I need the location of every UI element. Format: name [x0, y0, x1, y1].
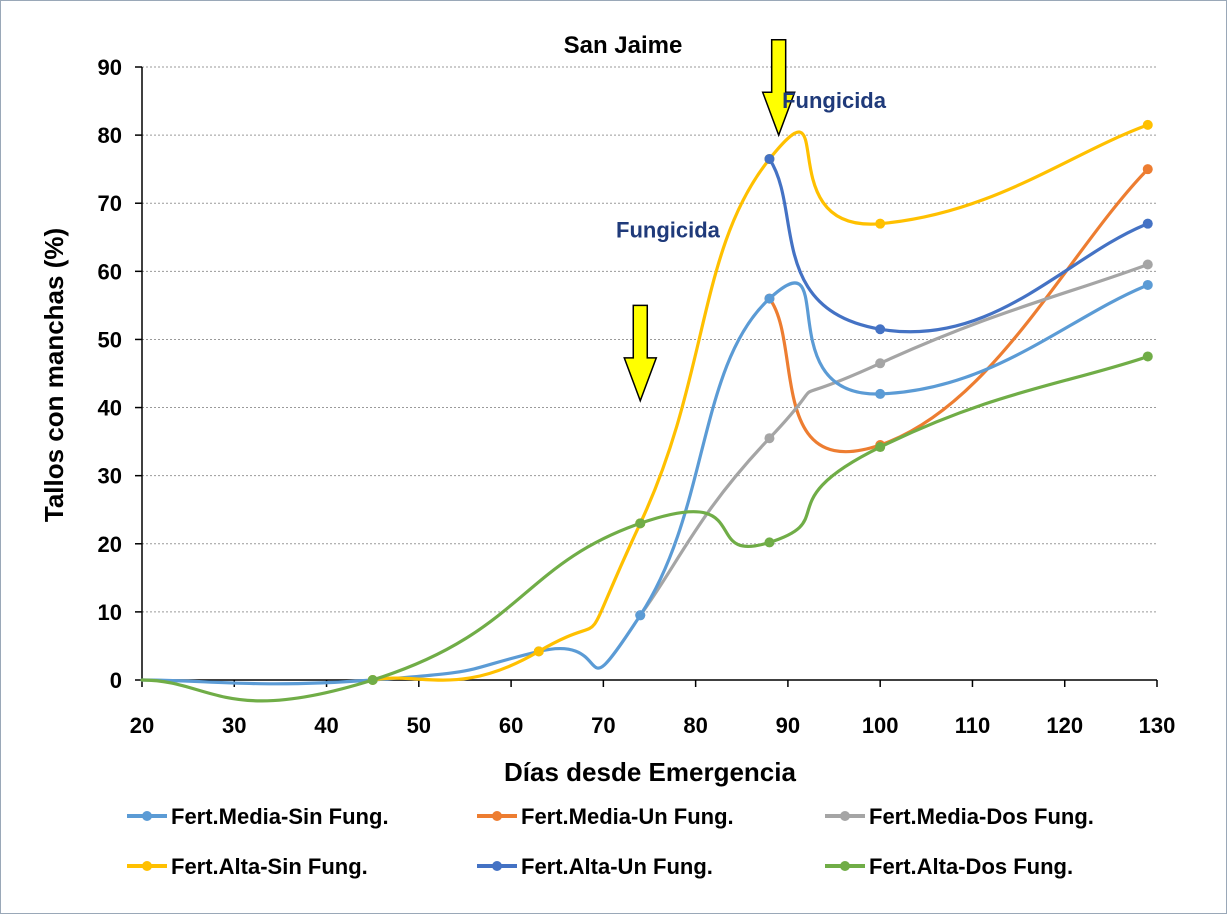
y-tick-label: 20 — [98, 532, 122, 557]
x-tick-label: 130 — [1139, 713, 1176, 738]
legend-label: Fert.Alta-Sin Fung. — [171, 854, 368, 879]
annotations: Fungicida Fungicida — [616, 39, 887, 403]
legend-marker — [492, 811, 502, 821]
x-tick-label: 100 — [862, 713, 899, 738]
data-point — [875, 324, 886, 335]
y-tick-label: 50 — [98, 327, 122, 352]
data-point — [635, 518, 646, 529]
x-tick-label: 40 — [314, 713, 338, 738]
data-point — [1142, 218, 1153, 229]
data-point — [764, 153, 775, 164]
x-tick-label: 80 — [683, 713, 707, 738]
x-tick-label: 110 — [955, 713, 991, 738]
legend-marker — [142, 861, 152, 871]
data-point — [875, 388, 886, 399]
legend-label: Fert.Media-Dos Fung. — [869, 804, 1094, 829]
y-tick-label: 30 — [98, 464, 122, 489]
data-point — [764, 433, 775, 444]
chart-title: San Jaime — [564, 32, 683, 59]
x-tick-labels: 20 30 40 50 60 70 80 90 100 110 120 130 — [130, 713, 1176, 738]
axes — [135, 66, 1158, 687]
y-tick-label: 70 — [98, 191, 122, 216]
y-tick-label: 10 — [98, 600, 122, 625]
series-line-fert-media-dos-fung — [638, 262, 1150, 617]
x-tick-label: 70 — [591, 713, 615, 738]
x-tick-label: 120 — [1046, 713, 1083, 738]
x-tick-label: 50 — [407, 713, 431, 738]
legend-label: Fert.Alta-Un Fung. — [521, 854, 713, 879]
x-tick-label: 90 — [776, 713, 800, 738]
data-point — [764, 293, 775, 304]
data-point — [764, 537, 775, 548]
data-point — [875, 218, 886, 229]
data-point — [367, 675, 378, 685]
y-tick-label: 60 — [98, 259, 122, 284]
data-point — [1142, 259, 1153, 270]
data-point — [533, 646, 544, 657]
data-point — [635, 610, 646, 621]
data-point — [875, 442, 886, 453]
annotation-text: Fungicida — [782, 88, 887, 113]
x-tick-label: 20 — [130, 713, 154, 738]
y-tick-label: 0 — [110, 668, 122, 693]
legend-marker — [840, 811, 850, 821]
series-line-fert-alta-un-fung — [767, 157, 1150, 334]
legend-marker — [492, 861, 502, 871]
y-tick-labels: 0 10 20 30 40 50 60 70 80 90 — [98, 55, 122, 693]
gridlines — [142, 66, 1157, 613]
legend: Fert.Media-Sin Fung. Fert.Media-Un Fung. F… — [127, 804, 1094, 879]
down-arrow-icon — [623, 304, 658, 403]
y-tick-label: 80 — [98, 123, 122, 148]
x-tick-label: 60 — [499, 713, 523, 738]
legend-label: Fert.Media-Un Fung. — [521, 804, 734, 829]
legend-marker — [142, 811, 152, 821]
legend-marker — [840, 861, 850, 871]
series-line-fert-media-un-fung — [767, 167, 1150, 454]
y-tick-label: 40 — [98, 396, 122, 421]
legend-label: Fert.Alta-Dos Fung. — [869, 854, 1073, 879]
series-lines — [140, 119, 1153, 703]
y-tick-label: 90 — [98, 55, 122, 80]
legend-label: Fert.Media-Sin Fung. — [171, 804, 389, 829]
data-point — [1142, 164, 1153, 175]
data-point — [1142, 351, 1153, 362]
down-arrow-icon — [761, 39, 796, 138]
series-line-fert-alta-dos-fung — [140, 354, 1150, 703]
series-line-fert-alta-sin-fung — [371, 123, 1150, 682]
annotation-text: Fungicida — [616, 217, 721, 242]
data-point — [1142, 279, 1153, 290]
y-axis-label: Tallos con manchas (%) — [39, 228, 69, 522]
x-axis-label: Días desde Emergencia — [504, 757, 796, 787]
data-point — [875, 358, 886, 369]
data-point — [1142, 119, 1153, 130]
x-tick-label: 30 — [222, 713, 246, 738]
